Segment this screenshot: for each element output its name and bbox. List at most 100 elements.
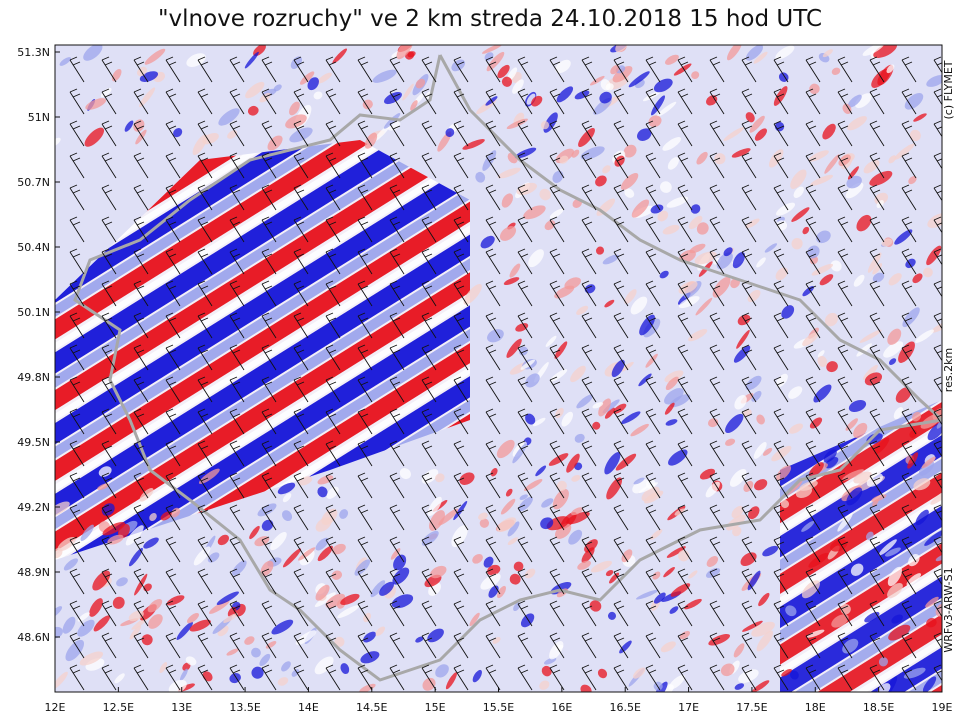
- texture-blob: [580, 684, 592, 692]
- wind-barb: [613, 440, 629, 467]
- wind-barb: [133, 280, 149, 307]
- wind-barb: [741, 664, 757, 691]
- texture-blob: [62, 616, 76, 634]
- wind-barb: [709, 504, 725, 531]
- wind-barb: [229, 408, 245, 435]
- wind-barb: [165, 88, 181, 115]
- wind-barb: [677, 248, 693, 275]
- texture-blob: [924, 530, 942, 546]
- wind-barb: [581, 568, 597, 595]
- wind-barb: [101, 56, 117, 83]
- wind-barb: [165, 504, 181, 531]
- wind-barb: [485, 600, 501, 627]
- wind-barb: [293, 312, 309, 339]
- wind-barb: [805, 120, 821, 147]
- wind-barb: [517, 56, 533, 83]
- texture-blob: [57, 536, 76, 552]
- texture-blob: [665, 54, 679, 65]
- wind-barb: [709, 344, 725, 371]
- wind-barb: [389, 120, 405, 147]
- texture-blob: [824, 312, 839, 327]
- texture-blob: [666, 196, 689, 208]
- texture-blob: [756, 630, 774, 652]
- wind-barb: [229, 600, 245, 627]
- texture-blob: [666, 546, 686, 558]
- texture-blob: [315, 584, 330, 601]
- texture-blob: [669, 606, 679, 614]
- wind-barb: [133, 152, 149, 179]
- texture-blob: [894, 229, 913, 245]
- wind-barb: [165, 600, 181, 627]
- texture-blob: [883, 341, 904, 358]
- wind-barb: [709, 184, 725, 211]
- wind-barb: [933, 344, 942, 362]
- texture-blob: [662, 137, 682, 151]
- texture-blob: [55, 671, 68, 690]
- texture-blob: [415, 636, 424, 643]
- plot-area: [55, 45, 942, 692]
- wind-barb: [421, 248, 437, 275]
- texture-blob: [878, 539, 897, 556]
- texture-blob: [888, 624, 911, 641]
- wind-barb: [613, 632, 629, 659]
- texture-blob: [331, 570, 343, 580]
- texture-blob: [93, 615, 110, 632]
- wind-barb: [741, 536, 757, 563]
- lat-label: 51.3N: [17, 46, 50, 59]
- wind-barb: [485, 280, 501, 307]
- wind-barb: [613, 504, 629, 531]
- wind-barb: [453, 536, 469, 563]
- wind-barb: [677, 504, 693, 531]
- texture-blob: [638, 373, 652, 387]
- wind-barb: [837, 504, 853, 531]
- texture-blob: [590, 560, 613, 573]
- texture-blob: [886, 64, 895, 74]
- wind-barb: [677, 184, 693, 211]
- texture-blob: [271, 619, 294, 635]
- wind-barb: [677, 344, 693, 371]
- texture-blob: [556, 480, 567, 491]
- wind-barb: [805, 376, 821, 403]
- wind-barb: [645, 632, 661, 659]
- lat-label: 49.2N: [17, 501, 50, 514]
- texture-blob: [499, 226, 517, 241]
- texture-blob: [189, 619, 211, 632]
- texture-blob: [139, 87, 156, 108]
- wind-barb: [677, 600, 693, 627]
- wind-barb: [517, 632, 533, 659]
- texture-blob: [261, 519, 274, 531]
- texture-blob: [889, 358, 897, 365]
- texture-blob: [98, 466, 112, 477]
- wind-barb: [325, 120, 341, 147]
- wind-barb: [741, 408, 757, 435]
- wind-barb: [901, 440, 917, 467]
- texture-blob: [688, 215, 703, 230]
- texture-blob: [865, 531, 874, 541]
- texture-blob: [526, 93, 536, 105]
- texture-blob: [831, 67, 841, 75]
- wind-barb: [517, 408, 533, 435]
- texture-blob: [383, 113, 401, 129]
- texture-blob: [143, 537, 159, 549]
- wind-barb: [69, 184, 85, 211]
- texture-blob: [716, 252, 733, 270]
- wind-barb: [69, 344, 85, 371]
- wind-barb: [901, 376, 917, 403]
- copyright-label: (c) FLYMET: [942, 60, 955, 119]
- texture-blob: [92, 570, 111, 591]
- texture-blob: [592, 421, 601, 430]
- texture-blob: [552, 170, 564, 183]
- wind-barb: [197, 440, 213, 467]
- texture-blob: [653, 78, 673, 93]
- wind-barb: [805, 440, 821, 467]
- texture-blob: [619, 640, 632, 654]
- texture-blob: [725, 413, 744, 434]
- wind-barb: [677, 56, 693, 83]
- wind-barb: [869, 472, 885, 499]
- wind-barb: [101, 152, 117, 179]
- texture-blob: [863, 364, 878, 380]
- wind-barb: [453, 216, 469, 243]
- wind-barb: [901, 504, 917, 531]
- texture-blob: [667, 157, 679, 170]
